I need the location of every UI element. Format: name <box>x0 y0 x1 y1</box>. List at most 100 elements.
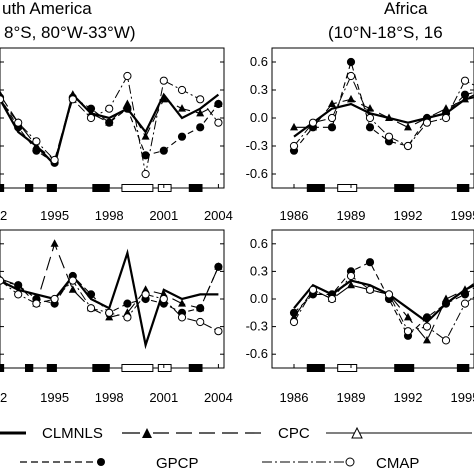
marker-cmap <box>384 132 394 141</box>
x-tick-label: 1995 <box>40 208 69 223</box>
x-tick-label: 1986 <box>280 390 309 405</box>
enso-warm-box <box>24 184 34 192</box>
x-tick-label: 2001 <box>149 208 178 223</box>
marker-gpcp <box>346 57 356 67</box>
marker-gpcp <box>123 299 132 308</box>
marker-cmap <box>460 299 470 308</box>
marker-gpcp <box>196 123 205 132</box>
panel-africa-subtitle: (10°N-18°S, 16 <box>328 23 443 42</box>
x-tick-label: 2004 <box>204 208 233 223</box>
y-tick-label: 0.6 <box>250 236 268 251</box>
marker-cmap <box>214 327 223 336</box>
enso-warm-box <box>306 364 325 372</box>
y-tick-label: 0.3 <box>250 263 268 278</box>
marker-cpc <box>347 280 355 289</box>
enso-cold-box <box>337 364 358 372</box>
marker-cpc <box>68 285 77 293</box>
panel-sa-subtitle: 8°S, 80°W-33°W) <box>4 23 136 42</box>
marker-cpc <box>366 104 374 112</box>
legend-cmap-label: CMAP <box>376 455 419 472</box>
marker-cmap <box>105 308 114 317</box>
marker-gpcp <box>14 281 23 290</box>
marker-gpcp <box>460 290 470 299</box>
marker-gpcp <box>289 308 299 317</box>
marker-cmap <box>403 327 413 336</box>
series-line-clmnls <box>0 248 219 350</box>
enso-cold-box <box>121 184 154 192</box>
y-tick-label: -0.3 <box>246 138 268 153</box>
marker-cpc <box>196 108 205 117</box>
x-tick-label: 1998 <box>95 390 124 405</box>
plot-frame <box>0 47 225 189</box>
panel-africa-top: 0.6 0.3 0.0 -0.3 -0.6 1986 1989 1992 1995 <box>246 47 474 223</box>
x-tick-label: 1989 <box>337 208 366 223</box>
marker-cmap <box>0 95 5 104</box>
x-tick-label: 1989 <box>337 390 366 405</box>
marker-cmap <box>141 169 150 179</box>
marker-cmap <box>177 85 187 95</box>
marker-gpcp <box>159 146 168 155</box>
marker-cmap <box>159 294 168 304</box>
enso-warm-box <box>46 184 57 192</box>
enso-warm-box <box>456 184 470 192</box>
marker-cpc <box>141 132 150 140</box>
enso-warm-box <box>0 184 5 192</box>
marker-cpc <box>423 335 431 344</box>
marker-gpcp <box>177 132 187 141</box>
marker-cmap <box>141 290 150 299</box>
marker-cpc <box>290 122 298 131</box>
marker-cmap <box>123 313 132 322</box>
panel-sa-title: uth America <box>2 0 92 18</box>
x-tick-label: 2004 <box>204 390 233 405</box>
x-tick-label: 1992 <box>394 208 423 223</box>
marker-cmap <box>14 118 23 127</box>
marker-cmap <box>159 76 168 85</box>
marker-cpc <box>178 104 186 112</box>
marker-gpcp <box>441 299 451 308</box>
marker-cmap <box>365 285 375 294</box>
marker-gpcp <box>32 146 41 155</box>
y-tick-label: 0.6 <box>250 54 268 69</box>
series-line-cpc <box>293 282 474 342</box>
panel-sa-bottom: 92 1995 1998 2001 2004 <box>0 229 233 405</box>
marker-cmap <box>422 322 432 331</box>
marker-cmap <box>460 76 470 85</box>
marker-cmap <box>196 95 205 104</box>
panel-africa-bottom: 0.6 0.3 0.0 -0.3 -0.6 1986 1989 1992 1995 <box>246 229 474 405</box>
enso-warm-box <box>188 364 203 372</box>
marker-cmap <box>86 113 96 123</box>
x-tick-label: 92 <box>0 390 7 405</box>
marker-cmap <box>50 294 59 304</box>
marker-cmap <box>86 304 96 313</box>
marker-gpcp <box>123 104 132 113</box>
marker-gpcp <box>214 262 223 271</box>
marker-cmap <box>327 113 337 123</box>
y-tick-label: -0.3 <box>246 319 268 334</box>
marker-gpcp <box>327 123 337 132</box>
legend: CLMNLS CPC GPCP CMAP <box>0 425 472 472</box>
marker-gpcp <box>105 118 114 127</box>
x-tick-label: 1995 <box>451 390 474 405</box>
enso-warm-box <box>456 364 470 372</box>
x-tick-label: 1986 <box>280 208 309 223</box>
marker-cpc <box>50 239 59 247</box>
legend-cpc-marker <box>142 428 152 438</box>
panel-sa-top: 92 1995 1998 2001 2004 <box>0 47 233 223</box>
marker-cmap <box>68 276 77 285</box>
marker-cmap <box>123 71 132 81</box>
marker-cpc <box>385 113 393 121</box>
enso-warm-box <box>394 364 415 372</box>
enso-warm-box <box>306 184 325 192</box>
x-tick-label: 92 <box>0 208 7 223</box>
y-tick-label: -0.6 <box>246 166 268 181</box>
marker-cmap <box>289 141 299 151</box>
series-line-cmap <box>293 275 474 342</box>
marker-gpcp <box>460 90 470 99</box>
marker-cmap <box>105 104 114 113</box>
marker-cmap <box>327 294 337 304</box>
marker-gpcp <box>365 123 375 132</box>
series-line-gpcp <box>293 60 474 152</box>
marker-gpcp <box>86 290 96 299</box>
marker-gpcp <box>422 313 432 322</box>
marker-cmap <box>308 118 318 127</box>
